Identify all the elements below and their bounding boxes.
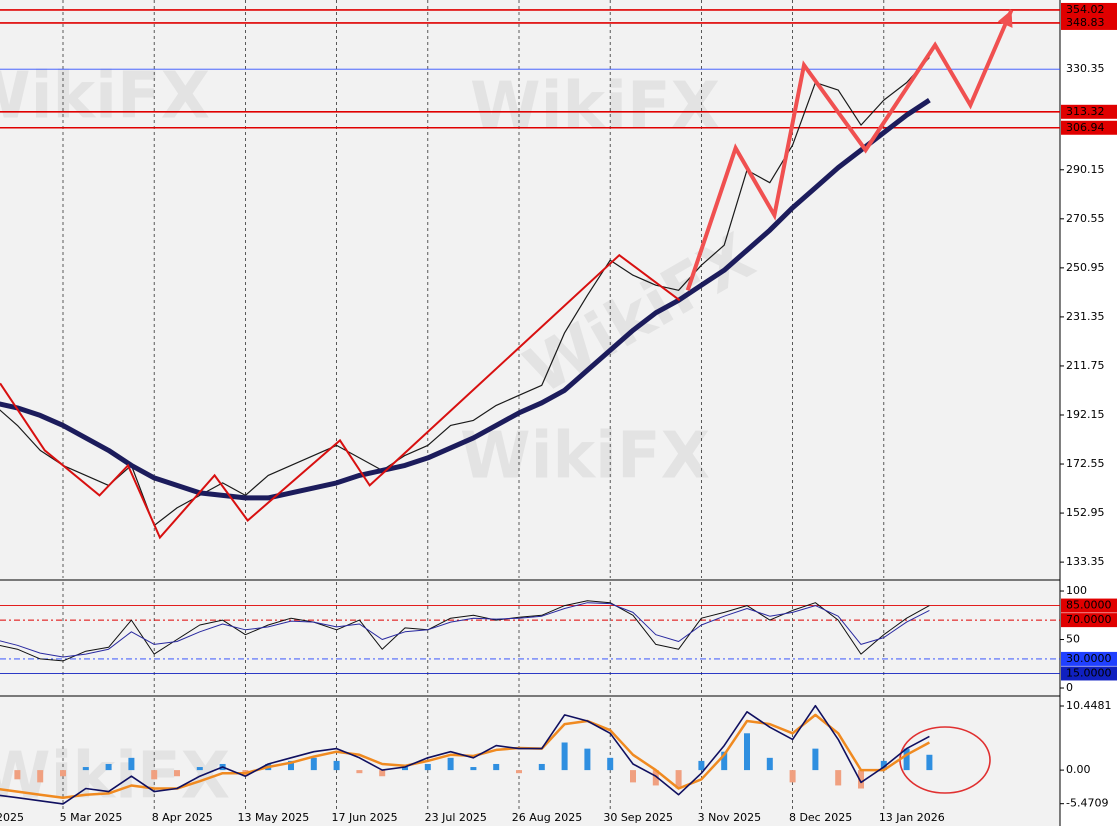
y-tick-label: 152.95 <box>1066 506 1105 519</box>
histogram-bar <box>82 767 89 771</box>
histogram-bar <box>880 760 887 771</box>
level-label-box <box>1061 62 1117 77</box>
level-label: 313.32 <box>1066 105 1105 118</box>
arrow-head <box>997 10 1013 28</box>
y-tick-label: 50 <box>1066 633 1080 646</box>
histogram-bar <box>470 767 477 771</box>
histogram-bar <box>538 763 545 771</box>
y-tick-label: 133.35 <box>1066 555 1105 568</box>
histogram-bar <box>652 770 659 786</box>
histogram-bar <box>128 757 135 771</box>
plot-background <box>0 0 1060 826</box>
y-tick-label: 10.4481 <box>1066 699 1112 712</box>
watermark: WikiFX <box>0 60 210 134</box>
histogram-bar <box>835 770 842 786</box>
x-tick-label: 30 Sep 2025 <box>603 811 673 824</box>
level-label: 348.83 <box>1066 16 1105 29</box>
histogram-bar <box>196 767 203 771</box>
histogram-bar <box>424 763 431 771</box>
level-label-box <box>1061 15 1117 30</box>
series-line <box>0 98 931 501</box>
zigzag <box>685 9 1014 291</box>
level-label: 15.0000 <box>1066 666 1112 679</box>
x-tick-label: 5 Mar 2025 <box>60 811 123 824</box>
histogram-bar <box>584 748 591 771</box>
histogram-bar <box>789 770 796 783</box>
level-label-box <box>1061 2 1117 17</box>
histogram-bar <box>903 748 910 771</box>
histogram-bar <box>288 760 294 771</box>
histogram-bar <box>379 770 386 777</box>
histogram-bar <box>447 757 454 771</box>
series-line <box>0 600 930 662</box>
y-tick-label: -5.4709 <box>1066 797 1108 810</box>
x-tick-label: 13 May 2025 <box>238 811 310 824</box>
x-tick-label: 23 Jul 2025 <box>425 811 487 824</box>
y-tick-label: 211.75 <box>1066 359 1105 372</box>
histogram-bar <box>607 757 614 771</box>
level-label: 330.35 <box>1066 62 1105 75</box>
y-tick-label: 100 <box>1066 584 1087 597</box>
level-label-box <box>1061 120 1117 135</box>
histogram-bar <box>14 770 21 780</box>
histogram-bar <box>516 770 522 774</box>
y-tick-label: 250.95 <box>1066 261 1105 274</box>
histogram-bar <box>721 751 728 771</box>
histogram-bar <box>812 748 819 771</box>
level-label-box <box>1061 598 1117 613</box>
histogram-bar <box>630 770 636 783</box>
histogram-bar <box>744 733 750 771</box>
level-label: 85.0000 <box>1066 599 1112 612</box>
y-tick-label: 0 <box>1066 681 1073 694</box>
level-label-box <box>1061 651 1117 666</box>
y-tick-label: 192.15 <box>1066 408 1105 421</box>
level-label-box <box>1061 104 1117 119</box>
histogram-bar <box>493 763 500 771</box>
y-tick-label: 290.15 <box>1066 163 1105 176</box>
y-tick-label: 270.55 <box>1066 212 1105 225</box>
histogram-bar <box>333 760 340 771</box>
watermark: WikiFX <box>470 70 720 144</box>
histogram-bar <box>766 757 773 771</box>
level-label: 30.0000 <box>1066 652 1112 665</box>
level-label: 306.94 <box>1066 121 1105 134</box>
zigzag <box>0 253 681 540</box>
histogram-bar <box>926 754 933 771</box>
series-line <box>0 602 930 658</box>
histogram-bar <box>310 757 317 771</box>
level-label: 354.02 <box>1066 3 1105 16</box>
level-label-box <box>1061 613 1117 628</box>
x-tick-label: 8 Dec 2025 <box>789 811 852 824</box>
histogram-bar <box>37 770 44 783</box>
y-tick-label: 231.35 <box>1066 310 1105 323</box>
watermark: WikiFX <box>0 740 230 814</box>
y-tick-label: 0.00 <box>1066 763 1091 776</box>
histogram-bar <box>174 770 180 777</box>
level-label-box <box>1061 666 1117 681</box>
x-tick-label: 26 Aug 2025 <box>512 811 582 824</box>
x-tick-label: Jan 2025 <box>0 811 24 824</box>
x-tick-label: 13 Jan 2026 <box>879 811 945 824</box>
series-line <box>0 713 930 799</box>
histogram-bar <box>151 770 158 780</box>
histogram-bar <box>698 760 705 771</box>
y-tick-label: 172.55 <box>1066 457 1105 470</box>
histogram-bar <box>675 770 682 789</box>
histogram-bar <box>356 770 363 774</box>
x-tick-label: 3 Nov 2025 <box>698 811 761 824</box>
x-tick-label: 8 Apr 2025 <box>152 811 213 824</box>
histogram-bar <box>858 770 864 789</box>
histogram-bar <box>561 742 568 771</box>
histogram-bar <box>402 767 408 771</box>
series-line <box>0 704 930 805</box>
level-label: 70.0000 <box>1066 613 1112 626</box>
x-tick-label: 17 Jun 2025 <box>332 811 398 824</box>
histogram-bar <box>60 770 66 777</box>
histogram-bar <box>105 763 112 771</box>
watermark: WikiFX <box>460 420 710 494</box>
